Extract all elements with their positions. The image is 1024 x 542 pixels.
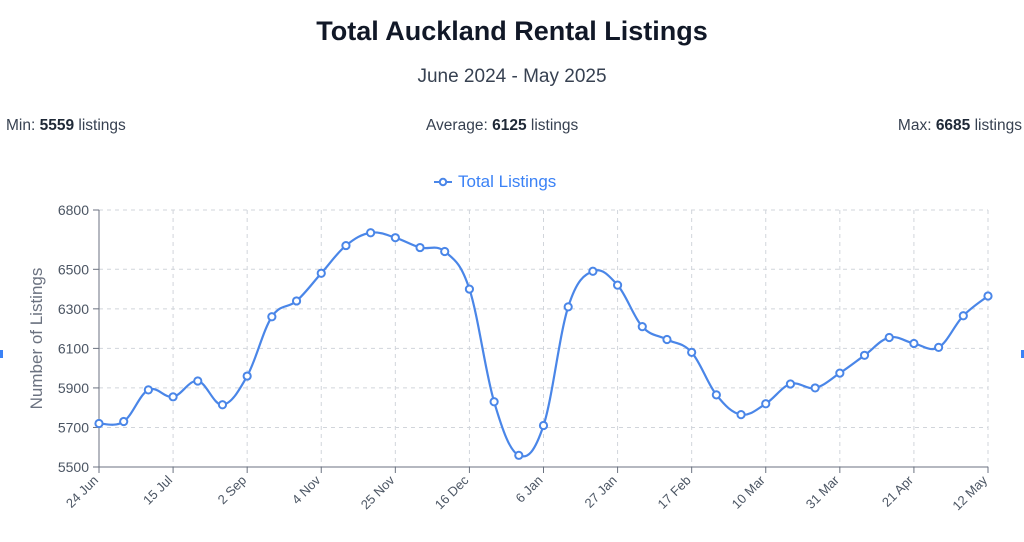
average-value: 6125 [492,117,527,134]
min-unit: listings [78,117,126,134]
data-point[interactable] [563,302,573,312]
data-point[interactable] [835,368,845,378]
y-tick-label: 6500 [58,261,89,277]
data-point[interactable] [242,371,252,381]
average-unit: listings [530,117,579,134]
y-tick-label: 6100 [58,340,89,356]
legend-line-marker-icon [434,177,452,187]
data-point[interactable] [217,400,228,410]
x-tick-label: 16 Dec [432,472,472,512]
data-point[interactable] [662,334,672,345]
chart-title: Total Auckland Rental Listings [316,16,708,46]
y-tick-label: 6300 [58,301,89,317]
max-label: Max: [897,117,932,134]
y-axis-label: Number of Listings [27,268,46,410]
y-tick-label: 5700 [58,419,89,435]
average-label: Average: [426,117,488,134]
data-point[interactable] [316,268,326,278]
data-point[interactable] [143,385,153,395]
data-point[interactable] [341,240,351,251]
data-point[interactable] [785,379,796,389]
data-point[interactable] [168,392,178,402]
y-tick-label: 5900 [58,380,89,396]
data-point[interactable] [489,397,499,407]
data-point[interactable] [637,322,647,332]
data-point[interactable] [464,284,475,294]
x-tick-label: 12 May [949,472,990,513]
line-chart: 5500 5700 5900 6100 6300 6500 6800 24 Jun 15 Jul… [27,202,993,513]
legend-label: Total Listings [458,172,557,191]
data-point[interactable] [415,242,425,253]
min-label: Min: [6,117,36,134]
y-tick-label: 5500 [58,459,89,475]
min-stat: Min: 5559 listings [6,117,126,135]
data-point[interactable] [588,266,598,276]
x-tick-label: 6 Jan [513,473,546,506]
right-edge-marker [1021,350,1024,358]
average-stat: Average: 6125 listings [426,117,578,135]
data-point[interactable] [267,312,277,322]
data-point[interactable] [440,246,450,257]
data-point[interactable] [612,280,623,290]
data-point[interactable] [983,291,993,301]
data-point[interactable] [711,390,721,400]
data-point[interactable] [538,420,549,431]
max-stat: Max: 6685 listings [898,117,1022,135]
x-tick-label: 4 Nov [289,472,324,507]
max-value: 6685 [935,117,971,134]
x-tick-label: 24 Jun [63,473,101,511]
data-point[interactable] [859,350,870,360]
x-tick-label: 25 Nov [358,472,398,512]
data-point[interactable] [366,228,376,238]
data-point[interactable] [958,311,968,321]
x-tick-label: 15 Jul [140,472,175,507]
y-tick-label: 6800 [58,202,89,218]
chart-legend[interactable]: Total Listings [434,172,556,192]
min-value: 5559 [39,117,75,134]
data-point[interactable] [884,332,894,343]
x-tick-label: 21 Apr [879,472,917,510]
max-unit: listings [974,117,1022,134]
data-point[interactable] [514,450,524,460]
data-point[interactable] [94,418,104,429]
data-point[interactable] [119,416,129,427]
series-total-listings [94,228,993,460]
data-point[interactable] [909,338,919,349]
data-point[interactable] [687,347,697,357]
data-point[interactable] [736,410,746,420]
x-tick-label: 2 Sep [215,473,250,508]
data-point[interactable] [390,233,400,243]
data-point[interactable] [193,376,203,386]
x-tick-label: 27 Jan [581,473,619,511]
chart-subtitle: June 2024 - May 2025 [417,66,607,87]
x-tick-label: 31 Mar [803,472,843,512]
data-point[interactable] [810,383,820,393]
data-point[interactable] [761,399,771,409]
data-point[interactable] [291,296,302,306]
x-tick-label: 10 Mar [729,472,769,512]
left-edge-marker [0,350,3,358]
x-tick-label: 17 Feb [655,473,694,512]
data-point[interactable] [934,342,944,352]
